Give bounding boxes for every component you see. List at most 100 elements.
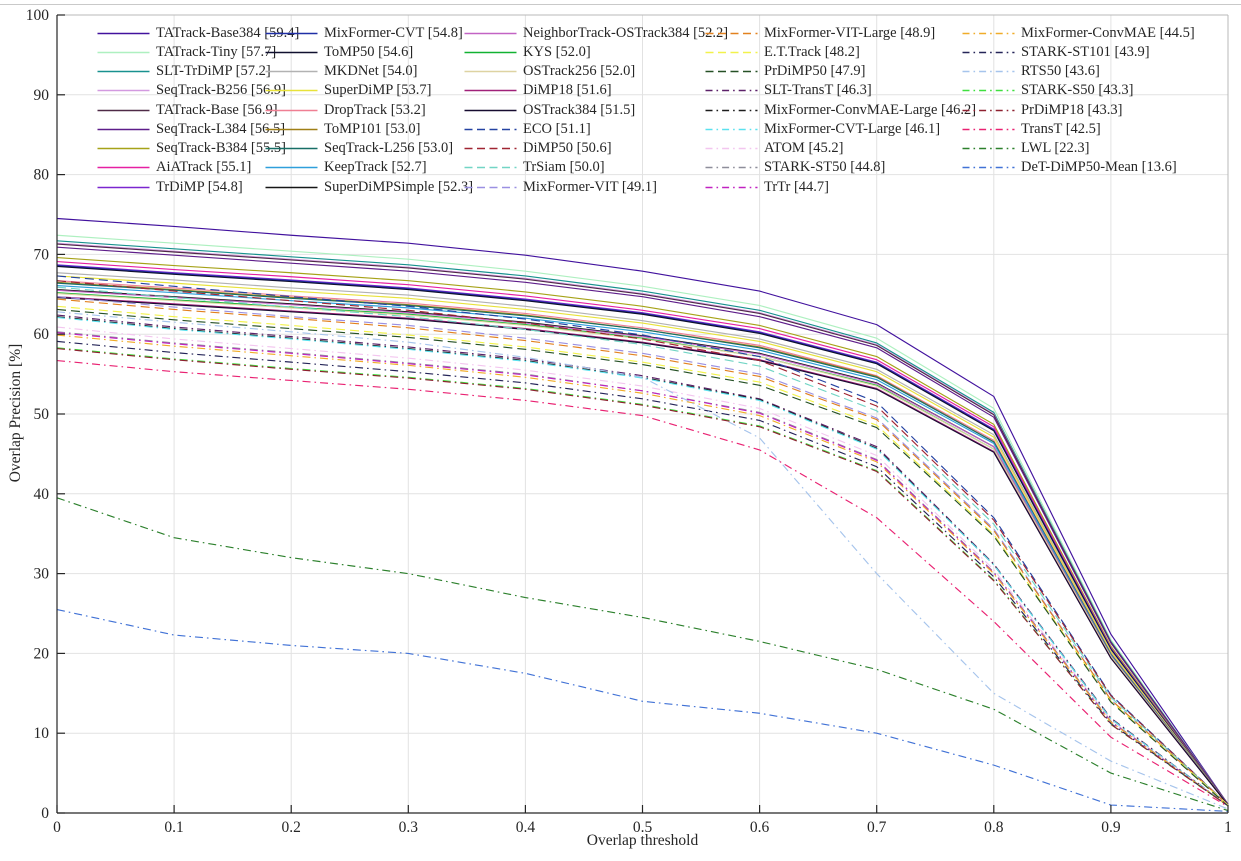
curve-LWL bbox=[56, 497, 1229, 812]
legend-entry: MixFormer-CVT [54.8] bbox=[265, 24, 463, 43]
curve-SeqTrack-B384 bbox=[56, 257, 1229, 806]
legend-line-sample bbox=[97, 147, 150, 150]
legend-line-sample bbox=[464, 167, 517, 169]
legend-label: DiMP50 [50.6] bbox=[523, 140, 612, 156]
legend-label: OSTrack256 [52.0] bbox=[523, 63, 636, 79]
curve-MixFormer-ConvMAE bbox=[56, 334, 1229, 807]
y-axis-label: Overlap Precision [%] bbox=[7, 343, 24, 483]
legend-line-sample bbox=[265, 90, 318, 92]
legend-line-sample bbox=[97, 70, 150, 73]
curve-KeepTrack bbox=[56, 284, 1229, 806]
legend-line-sample bbox=[464, 70, 517, 73]
legend-entry: TATrack-Tiny [57.7] bbox=[97, 43, 276, 62]
legend-entry: PrDiMP18 [43.3] bbox=[962, 101, 1123, 120]
legend-label: MixFormer-VIT [49.1] bbox=[523, 178, 657, 195]
legend-line-sample bbox=[265, 167, 318, 169]
legend-label: TATrack-Base [56.9] bbox=[156, 101, 278, 118]
legend-line-sample bbox=[265, 186, 318, 188]
legend-label: ECO [51.1] bbox=[523, 120, 591, 137]
legend-label: MixFormer-ConvMAE [44.5] bbox=[1021, 24, 1195, 41]
legend-label: ToMP101 [53.0] bbox=[324, 120, 421, 137]
curve-ToMP50 bbox=[56, 265, 1229, 806]
y-tick-label: 60 bbox=[34, 326, 50, 343]
legend-entry: MixFormer-CVT-Large [46.1] bbox=[705, 120, 940, 139]
curve-SuperDiMP bbox=[56, 275, 1229, 806]
curve-DiMP50 bbox=[56, 280, 1229, 806]
legend-line-sample bbox=[265, 128, 318, 130]
curve-AiATrack bbox=[56, 261, 1229, 806]
x-axis-label: Overlap threshold bbox=[586, 832, 699, 849]
legend-line-sample bbox=[464, 186, 517, 188]
legend-entry: MixFormer-VIT-Large [48.9] bbox=[705, 24, 935, 43]
legend-line-sample bbox=[97, 51, 150, 53]
x-tick-label: 0.9 bbox=[1101, 819, 1121, 836]
legend-entry: STARK-ST101 [43.9] bbox=[962, 43, 1150, 62]
curve-E.T.Track bbox=[56, 305, 1229, 806]
legend-label: ATOM [45.2] bbox=[764, 140, 844, 156]
legend-entry: LWL [22.3] bbox=[962, 139, 1089, 158]
legend-line-sample bbox=[265, 147, 318, 150]
legend-line-sample bbox=[97, 186, 150, 188]
legend-label: MixFormer-CVT-Large [46.1] bbox=[764, 120, 941, 137]
legend-entry: MixFormer-ConvMAE-Large [46.2] bbox=[705, 101, 976, 120]
x-tick-label: 0.8 bbox=[984, 819, 1004, 836]
legend-entry: MKDNet [54.0] bbox=[265, 62, 417, 81]
x-tick-label: 0.1 bbox=[164, 819, 183, 836]
legend-line-sample bbox=[705, 186, 758, 188]
x-tick-label: 0.7 bbox=[867, 819, 887, 836]
curve-TATrack-Tiny bbox=[56, 234, 1229, 805]
legend-label: SLT-TransT [46.3] bbox=[764, 82, 872, 99]
curve-STARK-ST101 bbox=[56, 340, 1229, 807]
legend-line-sample bbox=[705, 128, 758, 130]
legend-line-sample bbox=[265, 51, 318, 53]
legend-entry: ECO [51.1] bbox=[464, 120, 591, 139]
legend-entry: ToMP50 [54.6] bbox=[265, 43, 413, 62]
legend-entry: TATrack-Base [56.9] bbox=[97, 101, 278, 120]
legend-label: STARK-S50 [43.3] bbox=[1021, 82, 1134, 99]
legend-line-sample bbox=[705, 70, 758, 73]
legend-entry: TransT [42.5] bbox=[962, 120, 1101, 139]
window-top-edge bbox=[0, 4, 1241, 5]
legend-line-sample bbox=[705, 90, 758, 92]
legend-entry: DiMP50 [50.6] bbox=[464, 139, 612, 158]
legend-entry: MixFormer-ConvMAE [44.5] bbox=[962, 24, 1195, 43]
curve-MixFormer-VIT bbox=[56, 296, 1229, 806]
legend-label: AiATrack [55.1] bbox=[156, 159, 252, 176]
curve-STARK-S50 bbox=[56, 347, 1229, 807]
legend-entry: E.T.Track [48.2] bbox=[705, 43, 860, 62]
legend-line-sample bbox=[464, 109, 517, 111]
legend-entry: SuperDiMP [53.7] bbox=[265, 81, 431, 100]
legend-entry: OSTrack256 [52.0] bbox=[464, 62, 635, 81]
x-tick-label: 0 bbox=[53, 819, 61, 836]
legend-line-sample bbox=[705, 51, 758, 53]
curve-PrDiMP50 bbox=[56, 308, 1229, 807]
legend-label: TrSiam [50.0] bbox=[523, 159, 605, 176]
legend-label: SuperDiMPSimple [52.3] bbox=[324, 178, 474, 195]
legend-entry: DeT-DiMP50-Mean [13.6] bbox=[962, 158, 1177, 177]
legend-label: DropTrack [53.2] bbox=[324, 101, 426, 118]
legend-label: MixFormer-ConvMAE-Large [46.2] bbox=[764, 101, 977, 118]
legend-entry: KYS [52.0] bbox=[464, 43, 591, 62]
legend-label: LWL [22.3] bbox=[1021, 140, 1090, 156]
legend-line-sample bbox=[464, 90, 517, 92]
legend-line-sample bbox=[962, 70, 1015, 73]
curve-RTS50 bbox=[56, 311, 1229, 810]
legend-label: SeqTrack-L384 [56.5] bbox=[156, 120, 286, 137]
legend-line-sample bbox=[962, 147, 1015, 150]
curve-SeqTrack-L384 bbox=[56, 246, 1229, 805]
legend-line-sample bbox=[97, 167, 150, 169]
legend-label: MixFormer-CVT [54.8] bbox=[324, 24, 463, 41]
x-tick-label: 1 bbox=[1224, 819, 1232, 836]
y-tick-label: 90 bbox=[34, 87, 50, 104]
legend-label: PrDiMP50 [47.9] bbox=[764, 63, 866, 79]
legend-line-sample bbox=[265, 32, 318, 34]
legend-entry: SLT-TransT [46.3] bbox=[705, 81, 872, 100]
legend-label: KeepTrack [52.7] bbox=[324, 159, 427, 176]
legend-entry: ToMP101 [53.0] bbox=[265, 120, 420, 139]
legend-entry: TrDiMP [54.8] bbox=[97, 178, 243, 197]
x-tick-label: 0.5 bbox=[633, 819, 653, 836]
curve-MixFormer-VIT-Large bbox=[56, 298, 1229, 806]
legend-label: MKDNet [54.0] bbox=[324, 63, 418, 79]
legend-label: DiMP18 [51.6] bbox=[523, 82, 612, 99]
